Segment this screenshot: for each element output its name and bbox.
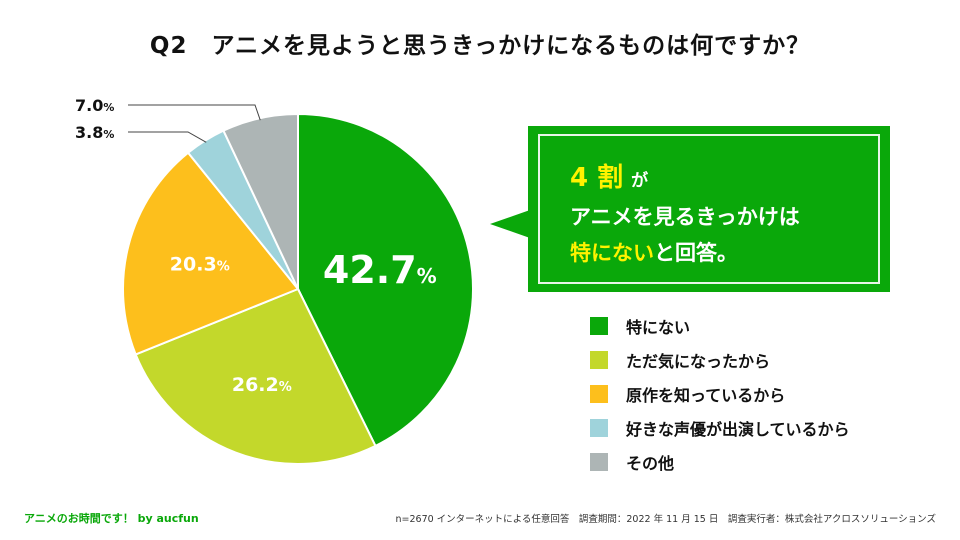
- callout-text: が: [631, 171, 649, 191]
- footer-brand: アニメのお時間です！ by aucfun: [24, 512, 199, 525]
- legend-label: 好きな声優が出演しているから: [626, 419, 850, 439]
- legend-item: 原作を知っているから: [590, 382, 850, 405]
- callout-text-line3: と回答。: [654, 241, 738, 265]
- legend-label: ただ気になったから: [626, 351, 771, 371]
- pie-slice: [122, 151, 300, 356]
- legend-swatch: [590, 418, 608, 437]
- legend-item: 好きな声優が出演しているから: [590, 416, 850, 439]
- legend-item: ただ気になったから: [590, 348, 850, 371]
- chart-title: Q2 アニメを見ようと思うきっかけになるものは何ですか？: [149, 33, 811, 59]
- callout-box: 4 割が アニメを見るきっかけは 特にないと回答。: [528, 126, 890, 292]
- callout-tail: [490, 210, 530, 238]
- slice-value-label: 26.2%: [232, 374, 292, 396]
- legend-item: その他: [590, 450, 850, 473]
- legend-item: 特にない: [590, 314, 850, 337]
- leader-line: [128, 104, 261, 121]
- pie-slice: [134, 287, 377, 465]
- slice-value-label: 20.3%: [170, 253, 230, 275]
- legend-swatch: [590, 316, 608, 335]
- legend-swatch: [590, 452, 608, 471]
- legend: 特にない ただ気になったから 原作を知っているから 好きな声優が出演しているから…: [590, 314, 850, 484]
- callout-highlight-answer: 特にない: [570, 241, 654, 265]
- leader-line: [128, 131, 207, 143]
- legend-label: その他: [626, 453, 675, 473]
- legend-swatch: [590, 350, 608, 369]
- callout-highlight-ratio: 4 割: [570, 163, 624, 193]
- slice-value-label: 7.0%: [75, 96, 114, 115]
- pie-slice: [297, 112, 474, 448]
- footer-survey-note: n=2670 インターネットによる任意回答 調査期間：2022 年 11 月 1…: [395, 514, 937, 525]
- callout-text-line2: アニメを見るきっかけは: [570, 205, 800, 229]
- legend-swatch: [590, 384, 608, 403]
- legend-label: 原作を知っているから: [626, 385, 786, 405]
- slice-value-label: 42.7%: [323, 248, 437, 292]
- slice-value-label: 3.8%: [75, 123, 114, 142]
- legend-label: 特にない: [626, 317, 691, 337]
